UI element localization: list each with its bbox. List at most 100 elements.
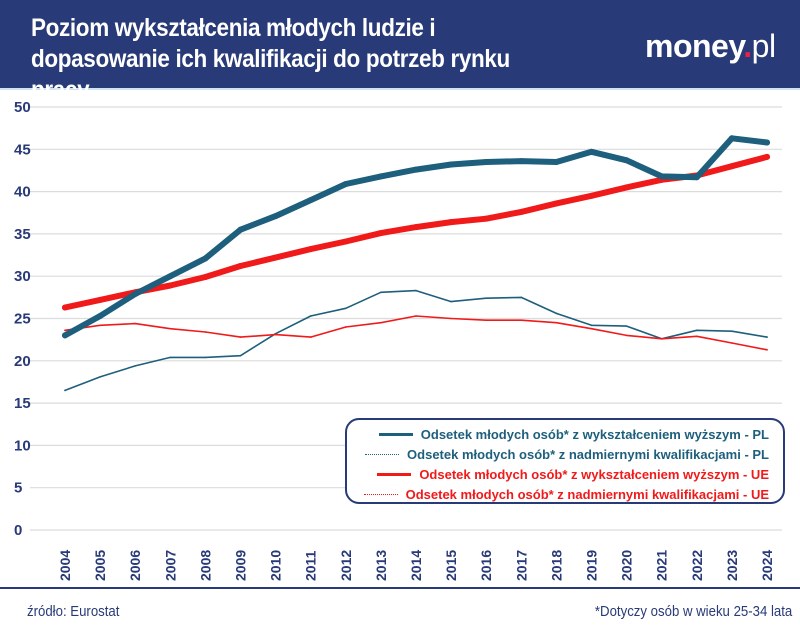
data-point — [625, 334, 628, 337]
data-point — [274, 333, 277, 336]
data-point — [764, 139, 770, 146]
x-tick-label: 2020 — [619, 550, 635, 581]
data-point — [728, 135, 735, 142]
x-tick-label: 2013 — [373, 550, 389, 581]
x-tick-label: 2024 — [759, 550, 775, 581]
x-tick-label: 2008 — [197, 550, 213, 581]
y-tick-label: 0 — [14, 522, 22, 539]
logo-tld: pl — [751, 28, 776, 64]
x-tick-label: 2011 — [303, 550, 319, 581]
data-point — [696, 335, 698, 338]
legend-swatch — [378, 433, 413, 436]
data-point — [202, 274, 209, 281]
data-point — [450, 300, 452, 303]
data-point — [204, 356, 207, 359]
x-tick-label: 2014 — [408, 550, 424, 581]
legend-swatch — [365, 454, 400, 455]
data-point — [448, 161, 455, 168]
y-tick-label: 50 — [14, 99, 31, 116]
data-point — [766, 349, 768, 351]
x-tick-label: 2016 — [478, 550, 494, 581]
legend-item: Odsetek młodych osób* z wykształceniem w… — [347, 465, 783, 484]
divider — [0, 587, 800, 589]
data-point — [450, 317, 452, 320]
data-point — [132, 290, 139, 297]
data-point — [167, 273, 174, 280]
data-point — [307, 197, 314, 204]
legend-swatch — [363, 494, 398, 495]
data-point — [99, 376, 101, 378]
x-tick-label: 2004 — [57, 550, 73, 581]
data-point — [485, 319, 488, 321]
data-point — [623, 157, 630, 164]
data-point — [64, 329, 66, 332]
data-point — [553, 158, 560, 165]
data-point — [169, 356, 172, 359]
data-point — [380, 291, 382, 294]
y-tick-label: 35 — [14, 226, 31, 243]
data-point — [766, 336, 768, 338]
footnote: *Dotyczy osób w wieku 25-34 lata — [594, 603, 792, 620]
legend-swatch — [377, 473, 412, 476]
data-point — [134, 322, 136, 325]
series-line-1 — [64, 289, 768, 392]
x-tick-label: 2019 — [584, 550, 600, 581]
x-tick-label: 2015 — [443, 550, 459, 581]
data-point — [309, 336, 312, 338]
data-point — [345, 326, 347, 328]
data-point — [342, 238, 349, 245]
data-point — [239, 354, 242, 357]
x-tick-label: 2022 — [689, 550, 705, 581]
data-point — [588, 148, 595, 155]
y-tick-label: 30 — [14, 268, 31, 285]
data-point — [623, 184, 630, 191]
y-tick-label: 25 — [14, 311, 31, 328]
data-point — [202, 255, 209, 262]
data-point — [693, 174, 700, 181]
legend-item: Odsetek młodych osób* z nadmiernymi kwal… — [347, 445, 783, 464]
data-point — [307, 246, 314, 253]
data-point — [64, 389, 66, 392]
data-point — [764, 153, 770, 160]
series-line-3 — [64, 315, 768, 351]
data-point — [204, 331, 207, 333]
data-point — [483, 158, 490, 165]
legend-item: Odsetek młodych osób* z nadmiernymi kwal… — [347, 485, 783, 504]
x-tick-label: 2018 — [548, 550, 564, 581]
data-point — [345, 307, 347, 310]
data-point — [413, 224, 419, 231]
data-point — [731, 342, 733, 344]
data-point — [728, 163, 735, 170]
data-point — [696, 329, 698, 332]
data-point — [413, 166, 419, 173]
logo-dot: . — [743, 28, 752, 64]
legend-label: Odsetek młodych osób* z wykształceniem w… — [420, 427, 769, 442]
data-point — [518, 208, 525, 215]
data-point — [520, 296, 523, 299]
data-point — [518, 158, 525, 165]
y-tick-label: 40 — [14, 184, 31, 201]
data-point — [520, 319, 523, 321]
data-point — [380, 321, 382, 324]
data-point — [590, 327, 593, 330]
logo-main: money — [645, 28, 744, 64]
data-point — [62, 304, 68, 311]
data-point — [731, 330, 733, 332]
data-point — [555, 321, 558, 324]
data-point — [415, 315, 417, 317]
x-tick-label: 2006 — [127, 550, 143, 581]
data-point — [553, 200, 560, 207]
y-tick-label: 45 — [14, 141, 31, 158]
data-point — [377, 173, 384, 180]
data-point — [415, 289, 417, 292]
data-point — [169, 327, 172, 330]
x-tick-label: 2023 — [724, 550, 740, 581]
data-point — [134, 365, 136, 367]
x-tick-label: 2007 — [162, 550, 178, 581]
legend-label: Odsetek młodych osób* z nadmiernymi kwal… — [407, 447, 769, 462]
line-chart: 0 5 10 15 20 25 30 35 40 45 50 2004 2005 2006 2007 2008… — [14, 99, 782, 581]
x-tick-label: 2017 — [513, 550, 529, 581]
legend: Odsetek młodych osób* z wykształceniem w… — [345, 418, 785, 504]
y-tick-label: 10 — [14, 437, 31, 454]
legend-item: Odsetek młodych osób* z wykształceniem w… — [347, 425, 783, 444]
